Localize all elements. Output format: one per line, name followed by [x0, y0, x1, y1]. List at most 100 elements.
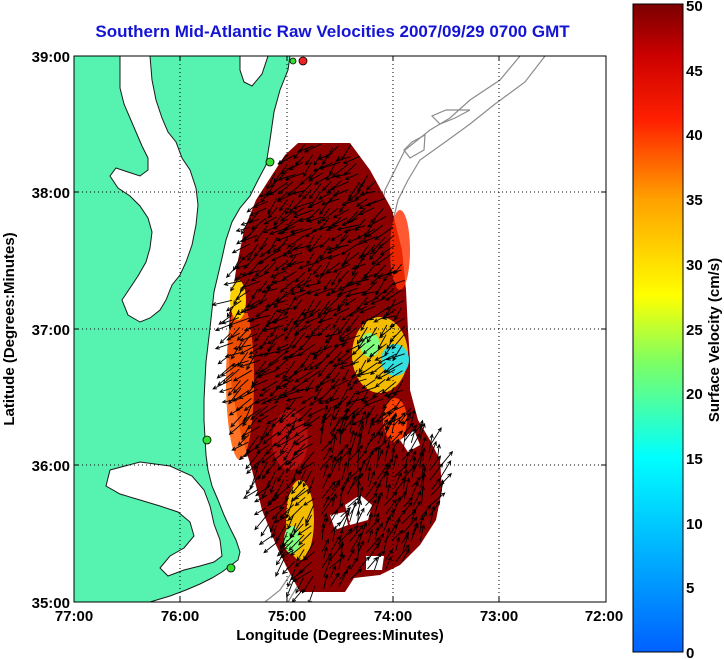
- velocity-arrow: [370, 208, 384, 224]
- velocity-arrow: [349, 496, 361, 515]
- velocity-arrow: [371, 389, 384, 398]
- velocity-arrow: [239, 344, 258, 355]
- y-tick-labels: 39:00 38:00 37:00 36:00 35:00: [32, 49, 70, 612]
- velocity-arrow: [330, 270, 341, 287]
- velocity-arrow: [383, 463, 391, 478]
- velocity-arrow: [298, 182, 313, 198]
- velocity-arrow: [276, 192, 295, 202]
- x-tick-label: 72:00: [585, 608, 623, 625]
- velocity-arrow: [384, 443, 391, 461]
- velocity-arrow: [288, 417, 298, 436]
- velocity-arrow: [317, 153, 333, 160]
- velocity-arrow: [385, 556, 392, 570]
- velocity-arrow: [391, 279, 405, 286]
- velocity-arrow: [341, 252, 351, 268]
- velocity-arrow: [275, 344, 289, 350]
- velocity-arrow: [385, 362, 403, 373]
- velocity-arrow: [275, 551, 286, 566]
- velocity-arrow: [330, 281, 341, 294]
- velocity-arrow: [329, 351, 343, 365]
- velocity-arrow: [317, 300, 331, 318]
- velocity-arrow: [233, 287, 244, 306]
- velocity-arrow: [292, 209, 314, 218]
- y-tick-label: 37:00: [32, 322, 70, 339]
- velocity-arrow: [439, 479, 445, 498]
- velocity-arrow: [378, 324, 395, 339]
- colorbar-tick-label: 50: [686, 0, 703, 15]
- velocity-arrow: [250, 405, 268, 421]
- velocity-arrow: [325, 262, 341, 274]
- velocity-arrow: [373, 494, 381, 518]
- velocity-arrow: [339, 361, 360, 370]
- velocity-arrow: [356, 480, 361, 498]
- velocity-arrow: [419, 451, 424, 469]
- velocity-arrow: [271, 506, 285, 520]
- velocity-arrow: [306, 288, 321, 295]
- velocity-arrow: [317, 317, 333, 324]
- velocity-arrow: [347, 450, 352, 472]
- velocity-arrow: [230, 341, 243, 360]
- colorbar: [632, 3, 684, 653]
- velocity-arrow: [336, 351, 350, 362]
- velocity-arrow: [261, 468, 270, 480]
- velocity-arrow: [349, 501, 357, 523]
- velocity-arrow: [368, 512, 373, 526]
- velocity-arrow: [211, 299, 233, 307]
- velocity-arrow: [386, 483, 391, 500]
- velocity-arrow: [410, 481, 419, 499]
- velocity-arrow: [259, 244, 277, 258]
- velocity-arrow: [261, 380, 278, 392]
- velocity-arrow: [291, 588, 304, 602]
- velocity-arrow: [276, 306, 297, 313]
- velocity-arrow: [232, 379, 249, 394]
- velocity-arrow: [319, 245, 330, 260]
- velocity-arrow: [362, 395, 378, 404]
- velocity-arrow: [401, 548, 410, 562]
- velocity-arrow: [324, 397, 340, 404]
- velocity-arrow: [258, 404, 277, 417]
- velocity-arrow: [212, 379, 233, 390]
- velocity-arrow: [292, 244, 312, 251]
- x-tick-label: 77:00: [55, 608, 93, 625]
- velocity-arrow: [344, 173, 359, 180]
- colorbar-tick-label: 30: [686, 257, 703, 274]
- velocity-arrow: [262, 225, 278, 233]
- velocity-arrow: [392, 438, 399, 451]
- velocity-arrow: [356, 432, 363, 452]
- velocity-arrow: [374, 226, 394, 241]
- velocity-arrow: [367, 529, 373, 544]
- velocity-arrow: [335, 172, 351, 178]
- velocity-arrow: [393, 412, 406, 427]
- velocity-arrow: [366, 215, 387, 228]
- velocity-arrow: [385, 370, 403, 381]
- velocity-arrow: [320, 496, 334, 516]
- velocity-arrow: [294, 317, 306, 328]
- velocity-arrow: [361, 379, 376, 389]
- velocity-arrow: [238, 359, 261, 368]
- velocity-arrow: [333, 341, 349, 348]
- velocity-arrow: [277, 423, 289, 437]
- velocity-arrow: [346, 396, 369, 404]
- velocity-arrow: [411, 456, 417, 478]
- velocity-arrow: [365, 518, 380, 534]
- velocity-arrow: [403, 424, 418, 442]
- velocity-arrow: [369, 243, 384, 261]
- velocity-arrow: [403, 422, 415, 434]
- velocity-arrow: [346, 475, 357, 496]
- velocity-arrow: [266, 417, 279, 425]
- velocity-arrow: [319, 426, 324, 444]
- velocity-arrow: [276, 540, 294, 557]
- velocity-arrow: [356, 473, 362, 489]
- velocity-arrow: [358, 359, 367, 374]
- velocity-arrow: [343, 225, 366, 234]
- velocity-arrow: [429, 462, 444, 481]
- velocity-arrow: [224, 352, 241, 358]
- velocity-arrow: [258, 351, 277, 357]
- velocity-arrow: [283, 318, 294, 333]
- velocity-arrow: [298, 215, 315, 222]
- velocity-arrow: [366, 351, 376, 364]
- velocity-arrow: [362, 273, 378, 280]
- velocity-arrow: [290, 422, 306, 431]
- velocity-arrow: [394, 398, 402, 411]
- velocity-arrow: [319, 454, 334, 470]
